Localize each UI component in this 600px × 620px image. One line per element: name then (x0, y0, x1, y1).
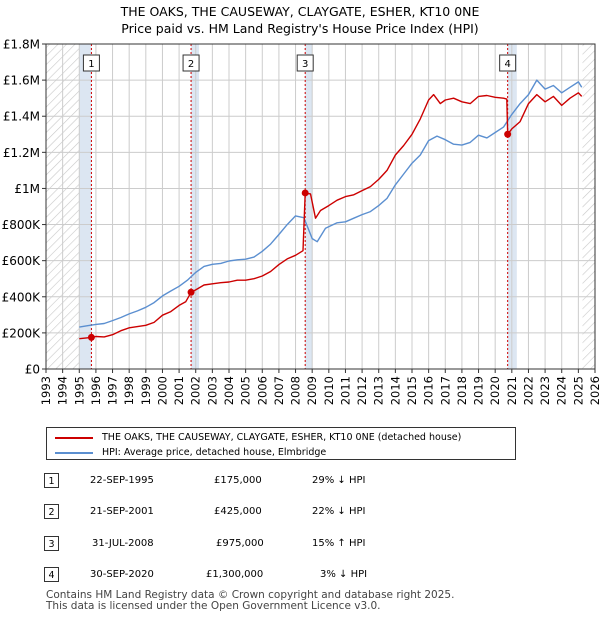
x-tick-label: 2008 (289, 376, 303, 405)
y-tick-label: £1M (14, 182, 40, 196)
sale-date: 31-JUL-2008 (92, 538, 154, 549)
x-tick-label: 2019 (472, 376, 486, 405)
sale-number-badge: 3 (44, 536, 59, 551)
footer: Contains HM Land Registry data © Crown c… (46, 590, 454, 612)
footer-copyright: Contains HM Land Registry data © Crown c… (46, 589, 455, 601)
shaded-sale-region (305, 44, 313, 369)
sale-point (87, 333, 95, 341)
y-tick-label: £1.4M (3, 110, 40, 124)
legend-item-property: THE OAKS, THE CAUSEWAY, CLAYGATE, ESHER,… (55, 430, 461, 445)
sale-number-badge: 1 (44, 473, 59, 488)
sale-hpi-diff: 22% ↓ HPI (312, 506, 366, 517)
y-tick-label: £0 (25, 363, 40, 377)
legend-label-hpi: HPI: Average price, detached house, Elmb… (102, 447, 327, 458)
x-tick-label: 2007 (272, 376, 286, 405)
x-tick-label: 2012 (355, 376, 369, 405)
x-tick-label: 2010 (322, 376, 336, 405)
chart-title: THE OAKS, THE CAUSEWAY, CLAYGATE, ESHER,… (0, 3, 600, 37)
sale-date: 22-SEP-1995 (90, 475, 154, 486)
sale-point (504, 130, 512, 138)
sale-label-box (82, 54, 100, 72)
x-tick-label: 2000 (155, 376, 169, 405)
sale-hpi-diff: 29% ↓ HPI (312, 475, 366, 486)
x-tick-label: 1999 (139, 376, 153, 405)
sale-date: 30-SEP-2020 (90, 569, 154, 580)
sale-price: £175,000 (214, 475, 262, 486)
x-tick-label: 1994 (56, 376, 70, 405)
x-tick-label: 2016 (422, 376, 436, 405)
legend-swatch-property (55, 436, 93, 439)
x-tick-label: 1998 (122, 376, 136, 405)
sale-label-box (182, 54, 200, 72)
title-line-2: Price paid vs. HM Land Registry's House … (121, 21, 479, 36)
series-line-property (79, 92, 583, 340)
sale-number-badge: 4 (44, 567, 59, 582)
sale-price: £1,300,000 (206, 569, 264, 580)
y-tick-label: £800K (2, 218, 42, 232)
x-tick-label: 2003 (205, 376, 219, 405)
x-tick-label: 2020 (488, 376, 502, 405)
y-tick-label: £400K (2, 290, 42, 304)
x-tick-label: 2006 (255, 376, 269, 405)
legend-item-hpi: HPI: Average price, detached house, Elmb… (55, 445, 326, 460)
x-tick-label: 1996 (89, 376, 103, 405)
x-tick-label: 2025 (571, 376, 585, 405)
x-tick-label: 2014 (388, 376, 402, 405)
x-tick-label: 2004 (222, 376, 236, 405)
shaded-sale-region (79, 44, 92, 369)
sale-point (187, 288, 195, 296)
x-tick-label: 2017 (438, 376, 452, 405)
y-tick-label: £200K (2, 326, 42, 340)
x-tick-label: 2021 (505, 376, 519, 405)
x-tick-label: 2011 (338, 376, 352, 405)
sale-label-number: 3 (302, 59, 308, 70)
plot-frame (45, 43, 596, 370)
footer-licence: This data is licensed under the Open Gov… (46, 600, 381, 612)
x-tick-label: 2002 (189, 376, 203, 405)
table-row: 1 22-SEP-1995 £175,000 29% ↓ HPI (44, 473, 564, 491)
sale-label-number: 1 (88, 59, 94, 70)
x-tick-label: 2005 (239, 376, 253, 405)
x-tick-label: 1995 (72, 376, 86, 405)
table-row: 2 21-SEP-2001 £425,000 22% ↓ HPI (44, 504, 564, 522)
table-row: 4 30-SEP-2020 £1,300,000 3% ↓ HPI (44, 567, 564, 585)
shaded-sale-region (191, 44, 200, 369)
x-tick-label: 1997 (106, 376, 120, 405)
y-tick-label: £1.6M (3, 74, 40, 88)
sale-date: 21-SEP-2001 (90, 506, 154, 517)
x-tick-label: 2024 (555, 376, 569, 405)
series-line-hpi (79, 79, 583, 328)
sale-hpi-diff: 15% ↑ HPI (312, 538, 366, 549)
x-tick-label: 2022 (521, 376, 535, 405)
x-tick-label: 2018 (455, 376, 469, 405)
sale-number-badge: 2 (44, 504, 59, 519)
legend-label-property: THE OAKS, THE CAUSEWAY, CLAYGATE, ESHER,… (102, 432, 462, 443)
y-tick-label: £1.8M (3, 38, 40, 52)
sale-label-number: 2 (188, 59, 194, 70)
sale-point (301, 189, 309, 197)
sale-label-box (499, 54, 517, 72)
sale-hpi-diff: 3% ↓ HPI (320, 569, 368, 580)
y-tick-label: £1.2M (3, 146, 40, 160)
sale-price: £975,000 (216, 538, 264, 549)
sale-label-number: 4 (504, 59, 510, 70)
x-tick-label: 2013 (372, 376, 386, 405)
x-tick-label: 2026 (588, 376, 600, 405)
sale-label-box (296, 54, 314, 72)
table-row: 3 31-JUL-2008 £975,000 15% ↑ HPI (44, 536, 564, 554)
legend: THE OAKS, THE CAUSEWAY, CLAYGATE, ESHER,… (46, 427, 516, 460)
x-tick-label: 1993 (39, 376, 53, 405)
price-chart: 1 2 3 4 £0 £200K £400K £600K £800K £1M £1.2M £1.4M… (2, 38, 600, 406)
x-tick-label: 2009 (305, 376, 319, 405)
x-tick-label: 2015 (405, 376, 419, 405)
x-tick-label: 2001 (172, 376, 186, 405)
x-tick-label: 2023 (538, 376, 552, 405)
sale-price: £425,000 (214, 506, 262, 517)
legend-swatch-hpi (55, 451, 93, 454)
y-tick-label: £600K (2, 254, 42, 268)
hatched-region (582, 44, 595, 369)
title-line-1: THE OAKS, THE CAUSEWAY, CLAYGATE, ESHER,… (120, 4, 480, 19)
